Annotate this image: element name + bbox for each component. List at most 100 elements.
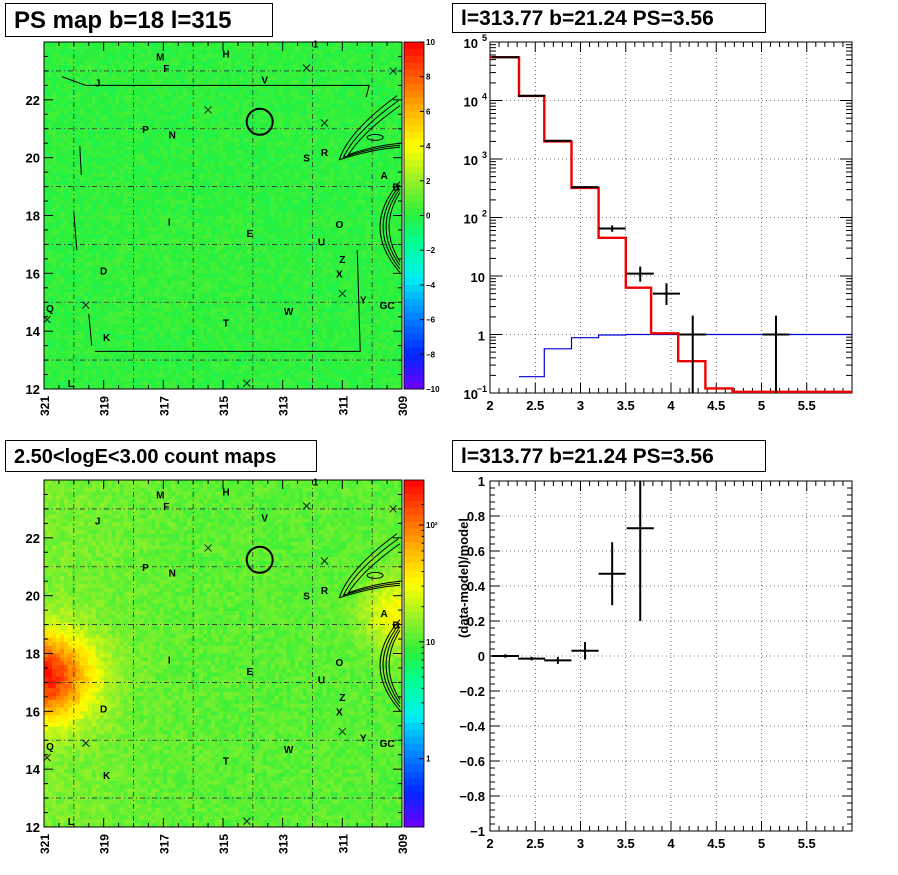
ps-map-cell bbox=[83, 342, 89, 348]
ps-map-cell bbox=[115, 323, 121, 328]
ps-map-cell bbox=[63, 362, 69, 367]
ps-map-cell bbox=[211, 122, 216, 128]
ps-map-cell bbox=[127, 292, 133, 297]
ps-map-cell bbox=[103, 176, 109, 182]
ps-map-cell bbox=[254, 273, 260, 278]
ps-map-cell bbox=[103, 315, 109, 321]
ps-map-cell bbox=[219, 227, 224, 232]
ps-map-cell bbox=[59, 327, 65, 332]
ps-map-cell bbox=[258, 146, 264, 151]
ps-map-cell bbox=[207, 362, 212, 367]
ps-map-cell bbox=[258, 257, 264, 263]
ps-map-cell bbox=[226, 338, 232, 344]
ps-map-cell bbox=[135, 354, 140, 359]
ps-map-cell bbox=[171, 157, 176, 163]
ps-map-cell bbox=[195, 88, 200, 93]
ps-map-cell bbox=[155, 381, 160, 386]
ps-map-cell bbox=[187, 192, 192, 197]
ps-map-cell bbox=[47, 65, 53, 70]
ps-map-cell bbox=[250, 238, 256, 243]
ps-map-cell bbox=[211, 180, 216, 186]
ps-map-cell bbox=[103, 45, 109, 51]
ps-map-cell bbox=[191, 165, 196, 170]
ps-map-cell bbox=[191, 45, 196, 51]
ps-map-cell bbox=[143, 335, 148, 340]
ps-map-cell bbox=[211, 57, 216, 62]
ps-map-cell bbox=[203, 184, 208, 190]
ps-map-cell bbox=[207, 265, 212, 270]
ps-map-cell bbox=[95, 223, 101, 228]
ps-map-cell bbox=[187, 377, 192, 382]
ps-map-cell bbox=[171, 57, 176, 62]
ps-map-cell bbox=[47, 342, 53, 348]
ps-map-cell bbox=[159, 377, 164, 382]
ps-map-cell bbox=[254, 365, 260, 371]
ps-map-cell bbox=[91, 161, 97, 166]
ps-map-cell bbox=[115, 338, 121, 344]
ps-map-cell bbox=[83, 242, 89, 247]
ps-map-cell bbox=[238, 200, 244, 205]
ps-map-cell bbox=[167, 138, 172, 143]
ps-map-cell bbox=[163, 261, 168, 267]
ps-map-cell bbox=[219, 308, 224, 313]
ps-map-cell bbox=[159, 165, 164, 170]
ps-map-cell bbox=[187, 331, 192, 336]
ps-map-cell bbox=[219, 122, 224, 128]
ps-map-cell bbox=[151, 238, 156, 243]
ps-map-cell bbox=[254, 350, 260, 355]
ps-map-cell bbox=[219, 365, 224, 371]
ps-map-cell bbox=[203, 169, 208, 174]
ps-map-cell bbox=[234, 95, 240, 101]
ps-map-cell bbox=[119, 103, 125, 109]
ps-map-cell bbox=[195, 284, 200, 290]
ps-map-cell bbox=[219, 107, 224, 112]
ps-map-cell bbox=[219, 327, 224, 332]
ps-map-cell bbox=[167, 111, 172, 116]
ps-map-cell bbox=[159, 80, 164, 85]
ps-map-cell bbox=[242, 246, 248, 251]
ps-map-cell bbox=[151, 180, 156, 186]
ps-map-cell bbox=[127, 80, 133, 85]
ps-map-cell bbox=[171, 246, 176, 251]
ps-map-cell bbox=[79, 76, 85, 82]
ps-map-cell bbox=[230, 138, 236, 143]
ps-map-cell bbox=[254, 176, 260, 182]
ps-map-cell bbox=[95, 80, 101, 85]
ps-map-cell bbox=[167, 95, 172, 101]
ps-map-cell bbox=[95, 323, 101, 328]
ps-map-cell bbox=[258, 265, 264, 270]
ps-map-cell bbox=[187, 230, 192, 236]
ps-map-cell bbox=[234, 92, 240, 97]
ps-map-cell bbox=[226, 246, 232, 251]
ps-map-cell bbox=[159, 53, 164, 58]
ps-map-cell bbox=[223, 142, 228, 147]
ps-map-cell bbox=[238, 234, 244, 240]
ps-map-cell bbox=[226, 219, 232, 224]
ps-map-cell bbox=[223, 346, 228, 351]
ps-map-cell bbox=[131, 261, 136, 267]
ps-map-cell bbox=[95, 180, 101, 186]
ps-map-cell bbox=[115, 165, 121, 170]
ps-map-cell bbox=[44, 111, 49, 116]
ps-map-cell bbox=[127, 354, 133, 359]
ps-map-cell bbox=[123, 92, 129, 97]
ps-map-cell bbox=[199, 238, 204, 243]
ps-map-cell bbox=[230, 373, 236, 378]
ps-map-cell bbox=[230, 238, 236, 243]
ps-map-cell bbox=[139, 142, 144, 147]
ps-map-cell bbox=[83, 269, 89, 274]
ps-map-cell bbox=[87, 304, 93, 309]
ps-map-cell bbox=[223, 338, 228, 344]
ps-map-cell bbox=[163, 288, 168, 294]
ps-map-cell bbox=[230, 358, 236, 363]
ps-map-cell bbox=[254, 153, 260, 159]
ps-map-cell bbox=[103, 273, 109, 278]
ps-map-cell bbox=[199, 284, 204, 290]
ps-map-cell bbox=[155, 173, 160, 178]
ps-map-cell bbox=[159, 61, 164, 66]
ps-map-cell bbox=[203, 92, 208, 97]
ps-map-cell bbox=[127, 142, 133, 147]
ps-map-cell bbox=[59, 338, 65, 344]
ps-map-cell bbox=[44, 192, 49, 197]
ps-map-cell bbox=[246, 385, 252, 390]
